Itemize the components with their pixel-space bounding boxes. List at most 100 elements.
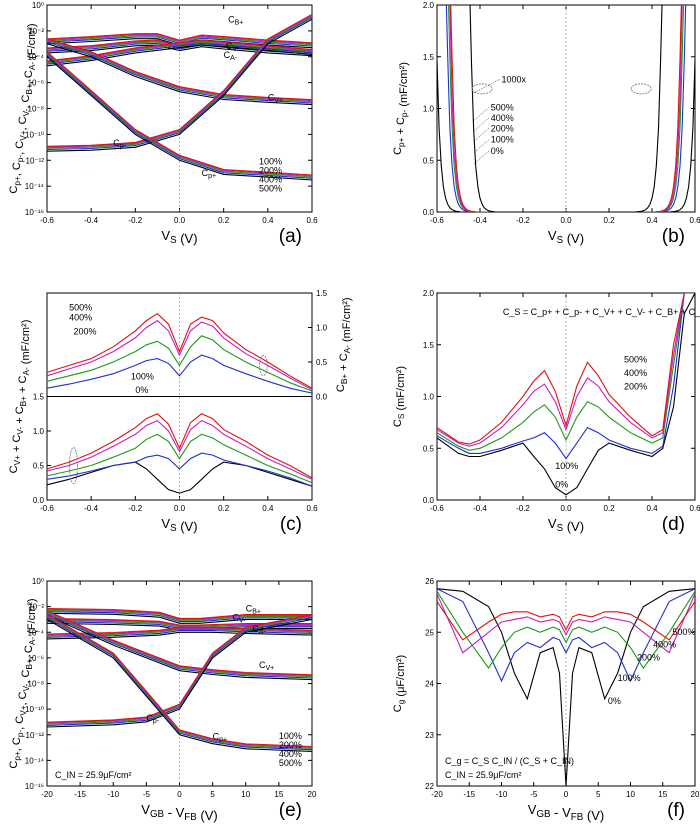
right-y-tick-label: 0.5 bbox=[316, 358, 328, 367]
chart-a: -0.6 -0.4 -0.2 0.0 0.2 0.4 0.6 10⁰ 10⁻² 10⁻⁴ 10⁻⁶ 1… bbox=[25, 1, 318, 225]
label-part: + C bbox=[395, 117, 407, 138]
label-part: , C bbox=[17, 116, 29, 130]
upper-series bbox=[46, 335, 313, 392]
label-part: V bbox=[141, 802, 150, 817]
series-cpminus bbox=[47, 13, 312, 147]
label-part: + C bbox=[11, 435, 23, 456]
strain-label: 400% bbox=[624, 368, 647, 378]
x-tick-label: 5 bbox=[596, 790, 601, 799]
x-tick-label: -10 bbox=[496, 790, 508, 799]
label-part: p+ bbox=[13, 176, 22, 186]
label-part: p- bbox=[400, 109, 409, 117]
strain-label: 0% bbox=[608, 696, 621, 706]
label-part: p- bbox=[16, 730, 25, 738]
series-cbplus bbox=[47, 612, 312, 624]
annotation-sub: B+ bbox=[252, 609, 261, 616]
label-part: C bbox=[8, 465, 20, 473]
y-tick-label: 0.0 bbox=[423, 496, 435, 505]
series-cpminus bbox=[47, 14, 312, 148]
series-cvplus bbox=[47, 38, 312, 101]
y-axis-label: CS (mF/cm²) bbox=[392, 366, 407, 427]
series-cvplus bbox=[47, 610, 312, 676]
formula: C_S = C_p+ + C_p- + C_V+ + C_V- + C_B+ +… bbox=[503, 307, 700, 317]
y-tick-label: 2.0 bbox=[423, 1, 435, 10]
panel-label: (b) bbox=[662, 226, 685, 247]
right-y-tick-label: 1.0 bbox=[316, 324, 328, 333]
label-part: C bbox=[392, 704, 404, 712]
y-tick-label: 10⁻⁶ bbox=[28, 79, 44, 88]
x-tick-label: 0.4 bbox=[646, 504, 658, 513]
label-part: FB bbox=[571, 812, 583, 823]
labels-a: VS (V)Cp+, Cp-, CV+, CV-, CB+, CA- (F/cm… bbox=[8, 23, 302, 247]
x-tick-label: 15 bbox=[274, 790, 283, 799]
label-part: + C bbox=[17, 375, 29, 396]
x-axis-label: VS (V) bbox=[548, 516, 584, 534]
label-part: + C bbox=[14, 406, 26, 427]
series-cbplus bbox=[47, 33, 312, 44]
label-part: (V) bbox=[177, 231, 198, 246]
x-tick-label: 20 bbox=[308, 790, 317, 799]
strain-label: 500% bbox=[624, 354, 647, 364]
x-axis-label: VGB - VFB (V) bbox=[528, 802, 604, 823]
label-part: , C bbox=[14, 141, 26, 155]
strain-label: 200% bbox=[279, 740, 302, 750]
x-tick-label: 0 bbox=[564, 790, 569, 799]
chart-f: -20 -15 -10 -5 0 5 10 15 20 22 23 24 25 26 500% 400% 200… bbox=[425, 577, 700, 799]
y-tick-label: 10⁻¹⁴ bbox=[25, 182, 45, 191]
series-cvplus bbox=[47, 43, 312, 106]
lower-series bbox=[46, 419, 313, 480]
series-cpminus bbox=[47, 618, 312, 728]
series-cpplus bbox=[47, 618, 312, 752]
label-part: S bbox=[170, 523, 177, 534]
series-cvminus bbox=[47, 617, 312, 626]
lower-series bbox=[46, 452, 313, 487]
y-tick-label: 10⁰ bbox=[32, 1, 44, 10]
series-cpminus bbox=[47, 614, 312, 723]
strain-label: 0% bbox=[491, 146, 504, 156]
label-part: B+ bbox=[19, 396, 28, 407]
label-part: (mF/cm²) bbox=[341, 297, 353, 345]
y-tick-label: 26 bbox=[425, 577, 434, 586]
label-part: C bbox=[335, 384, 347, 392]
series-400pct bbox=[437, 293, 695, 447]
x-tick-label: 20 bbox=[691, 790, 700, 799]
label-part: (F/cm²) bbox=[26, 23, 38, 61]
x-tick-label: 0.2 bbox=[603, 216, 615, 225]
label-part: , C bbox=[20, 669, 32, 683]
series-cbplus bbox=[47, 608, 312, 620]
strain-label: 400% bbox=[69, 313, 92, 323]
series-400pct bbox=[437, 593, 695, 654]
marker-ellipse bbox=[258, 354, 268, 376]
series-cpplus bbox=[47, 51, 312, 176]
label-part: , C bbox=[23, 645, 35, 659]
label-part: (μF/cm²) bbox=[395, 655, 407, 700]
y-tick-label: 1.5 bbox=[423, 53, 435, 62]
strain-label: 400% bbox=[259, 174, 282, 184]
y-tick-label: 1.5 bbox=[33, 393, 45, 402]
panel-label: (c) bbox=[280, 514, 302, 535]
chart-b: -0.6 -0.4 -0.2 0.0 0.2 0.4 0.6 0.0 0.5 1.0 1.5 2.0 1… bbox=[423, 1, 700, 225]
strain-label: 1000x bbox=[502, 75, 527, 85]
y-tick-label: 10⁻¹² bbox=[26, 731, 45, 740]
series-cvminus bbox=[47, 44, 312, 57]
annotation-sub: p+ bbox=[219, 737, 227, 744]
label-part: S bbox=[397, 413, 406, 419]
label-part: (V) bbox=[563, 231, 584, 246]
label-part: S bbox=[557, 523, 564, 534]
label-part: B+ bbox=[340, 374, 349, 385]
series-500pct bbox=[437, 601, 695, 641]
series-cvplus bbox=[47, 612, 312, 678]
curves bbox=[47, 607, 312, 752]
panel-label: (d) bbox=[662, 514, 685, 535]
x-tick-label: 0.2 bbox=[603, 504, 615, 513]
y-axis-label: Cg (μF/cm²) bbox=[392, 655, 407, 712]
series-cvplus bbox=[47, 39, 312, 102]
plot-frame bbox=[436, 4, 696, 213]
series-cpminus bbox=[47, 17, 312, 151]
label-part: p- bbox=[16, 155, 25, 163]
label-part: + C bbox=[338, 353, 350, 374]
label-part: V+ bbox=[19, 705, 28, 716]
x-tick-label: -15 bbox=[463, 790, 475, 799]
y-tick-label: 0.5 bbox=[423, 444, 435, 453]
curves bbox=[437, 5, 695, 212]
